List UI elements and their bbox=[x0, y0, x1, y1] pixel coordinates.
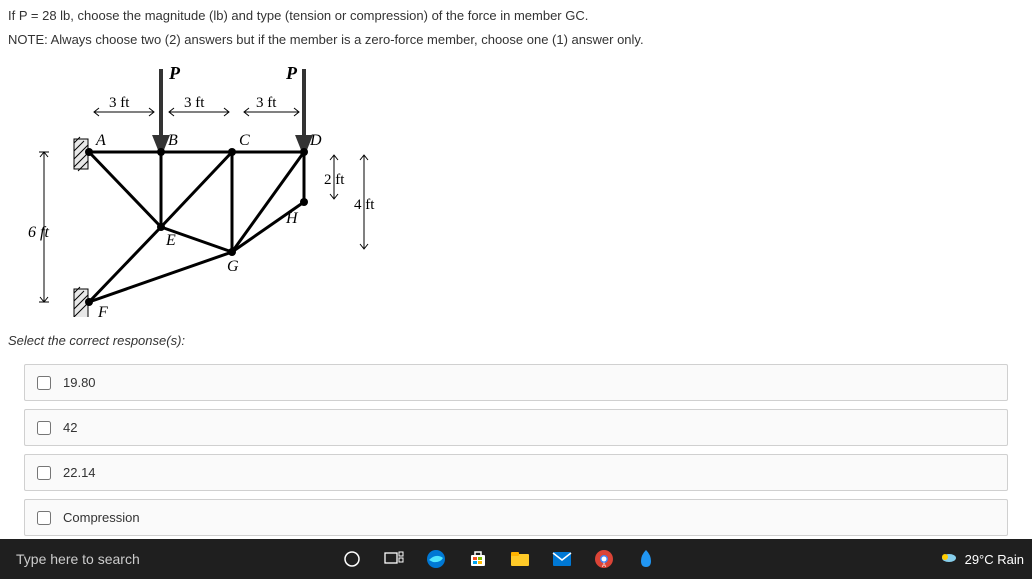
options-list: 19.80 42 22.14 Compression bbox=[8, 364, 1024, 536]
taskbar-right[interactable]: 29°C Rain bbox=[939, 550, 1032, 569]
edge-icon[interactable] bbox=[424, 547, 448, 571]
task-view-icon[interactable] bbox=[382, 547, 406, 571]
option-label: Compression bbox=[63, 510, 140, 525]
node-h: H bbox=[285, 210, 299, 227]
dim-span-3: 3 ft bbox=[256, 95, 277, 111]
cortana-icon[interactable] bbox=[340, 547, 364, 571]
node-b: B bbox=[168, 132, 178, 149]
dim-right-upper: 2 ft bbox=[324, 172, 345, 188]
option-row[interactable]: 42 bbox=[24, 409, 1008, 446]
node-f: F bbox=[97, 304, 108, 317]
weather-text: 29°C Rain bbox=[965, 552, 1024, 567]
node-e: E bbox=[165, 232, 176, 249]
option-label: 42 bbox=[63, 420, 77, 435]
dim-right-full: 4 ft bbox=[354, 197, 375, 213]
question-text: If P = 28 lb, choose the magnitude (lb) … bbox=[8, 6, 1024, 26]
load-p-1: P bbox=[168, 63, 181, 83]
dim-span-1: 3 ft bbox=[109, 95, 130, 111]
note-text: NOTE: Always choose two (2) answers but … bbox=[8, 30, 1024, 50]
dim-left-height: 6 ft bbox=[28, 224, 49, 241]
truss-diagram: 6 ft 3 ft 3 ft 3 ft bbox=[24, 57, 404, 317]
explorer-icon[interactable] bbox=[508, 547, 532, 571]
option-checkbox[interactable] bbox=[37, 511, 51, 525]
option-row[interactable]: 19.80 bbox=[24, 364, 1008, 401]
node-a: A bbox=[95, 132, 106, 149]
chrome-icon[interactable]: A bbox=[592, 547, 616, 571]
prompt-text: Select the correct response(s): bbox=[8, 333, 1024, 348]
node-g: G bbox=[227, 258, 239, 275]
option-checkbox[interactable] bbox=[37, 466, 51, 480]
question-content: If P = 28 lb, choose the magnitude (lb) … bbox=[0, 0, 1032, 550]
option-checkbox[interactable] bbox=[37, 421, 51, 435]
option-row[interactable]: 22.14 bbox=[24, 454, 1008, 491]
taskbar: Type here to search A 29°C Rain bbox=[0, 539, 1032, 579]
mail-icon[interactable] bbox=[550, 547, 574, 571]
option-label: 19.80 bbox=[63, 375, 96, 390]
option-checkbox[interactable] bbox=[37, 376, 51, 390]
load-p-2: P bbox=[285, 63, 298, 83]
search-placeholder: Type here to search bbox=[16, 551, 140, 567]
weather-icon bbox=[939, 550, 959, 569]
svg-text:A: A bbox=[602, 563, 606, 569]
option-label: 22.14 bbox=[63, 465, 96, 480]
taskbar-icons: A bbox=[340, 547, 658, 571]
search-box[interactable]: Type here to search bbox=[0, 539, 320, 579]
node-c: C bbox=[239, 132, 250, 149]
option-row[interactable]: Compression bbox=[24, 499, 1008, 536]
store-icon[interactable] bbox=[466, 547, 490, 571]
dim-span-2: 3 ft bbox=[184, 95, 205, 111]
app-icon[interactable] bbox=[634, 547, 658, 571]
node-d: D bbox=[309, 132, 322, 149]
